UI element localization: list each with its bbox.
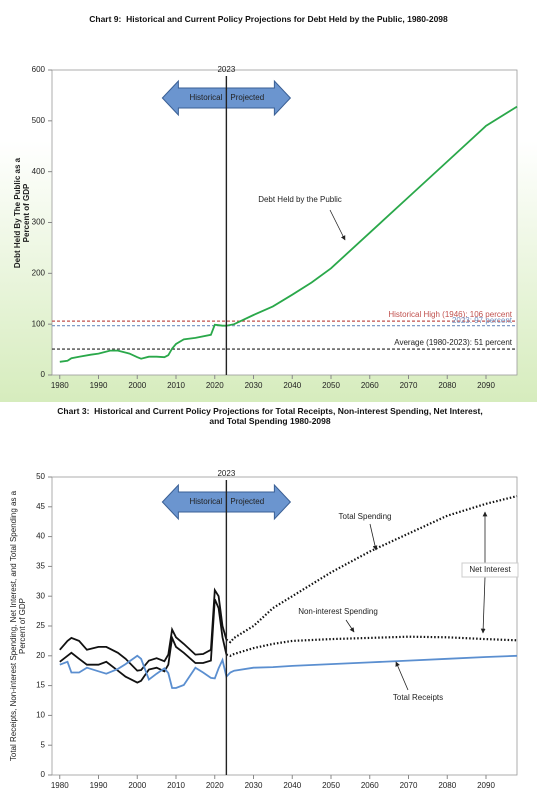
x-tick-label: 2020: [206, 381, 224, 390]
x-tick-label: 2010: [167, 381, 185, 390]
y-tick-label: 0: [41, 370, 46, 379]
x-tick-label: 2090: [477, 781, 495, 790]
series-line: [59, 105, 518, 363]
annotation-arrow: [480, 576, 486, 634]
x-tick-label: 2060: [361, 381, 379, 390]
arrow-label: Projected: [230, 93, 264, 102]
y-tick-label: 200: [32, 268, 46, 277]
x-tick-label: 2040: [283, 781, 301, 790]
y-tick-label: 500: [32, 116, 46, 125]
x-tick-label: 2000: [128, 781, 146, 790]
annotation-label: Total Receipts: [393, 693, 443, 702]
x-tick-label: 2030: [245, 781, 263, 790]
annotation-label: Non-interest Spending: [298, 607, 378, 616]
y-tick-label: 20: [36, 651, 45, 660]
annotation-arrow: [395, 661, 409, 691]
x-tick-label: 1990: [90, 381, 108, 390]
x-tick-label: 2080: [438, 781, 456, 790]
divider-label: 2023: [217, 65, 235, 74]
y-tick-label: 100: [32, 319, 46, 328]
reference-label: Historical High (1946): 106 percent: [388, 310, 512, 319]
annotation-arrow: [329, 209, 346, 241]
x-tick-label: 2080: [438, 381, 456, 390]
series-line: [59, 654, 518, 689]
x-tick-label: 1980: [51, 781, 69, 790]
divider-label: 2023: [217, 469, 235, 478]
y-tick-label: 50: [36, 472, 45, 481]
chart-title: Chart 3: Historical and Current Policy P…: [57, 406, 486, 426]
x-tick-label: 2040: [283, 381, 301, 390]
plot-area: [51, 476, 518, 776]
y-tick-label: 600: [32, 65, 46, 74]
x-tick-label: 2060: [361, 781, 379, 790]
x-tick-label: 2070: [400, 781, 418, 790]
x-tick-label: 1980: [51, 381, 69, 390]
x-tick-label: 2070: [400, 381, 418, 390]
x-tick-label: 2050: [322, 781, 340, 790]
y-tick-label: 15: [36, 681, 45, 690]
x-tick-label: 2030: [245, 381, 263, 390]
arrow-label: Projected: [230, 497, 264, 506]
x-tick-label: 2000: [128, 381, 146, 390]
series-line: [225, 495, 518, 644]
series-line: [226, 635, 518, 657]
chart-title: Chart 9: Historical and Current Policy P…: [89, 14, 448, 24]
plot-area: [51, 69, 518, 376]
x-tick-label: 2010: [167, 781, 185, 790]
y-tick-label: 0: [41, 770, 46, 779]
y-tick-label: 45: [36, 502, 45, 511]
x-tick-label: 2090: [477, 381, 495, 390]
y-tick-label: 25: [36, 621, 45, 630]
series-line: [59, 598, 228, 684]
annotation-arrow: [369, 523, 378, 551]
arrow-label: Historical: [189, 93, 222, 102]
x-tick-label: 2020: [206, 781, 224, 790]
reference-label: 2023: 97 percent: [452, 316, 513, 325]
arrow-label: Historical: [189, 497, 222, 506]
annotation-arrow: [345, 619, 355, 633]
reference-label: Average (1980-2023): 51 percent: [394, 338, 512, 347]
y-tick-label: 40: [36, 532, 45, 541]
annotation-box: [461, 562, 519, 578]
annotation-label: Total Spending: [339, 512, 392, 521]
annotation-label: Net Interest: [469, 565, 511, 574]
annotation-label: Debt Held by the Public: [258, 195, 342, 204]
y-tick-label: 30: [36, 591, 45, 600]
x-tick-label: 2050: [322, 381, 340, 390]
y-tick-label: 5: [41, 740, 46, 749]
y-tick-label: 400: [32, 167, 46, 176]
y-tick-label: 35: [36, 562, 45, 571]
x-tick-label: 1990: [90, 781, 108, 790]
y-tick-label: 300: [32, 218, 46, 227]
y-tick-label: 10: [36, 711, 45, 720]
